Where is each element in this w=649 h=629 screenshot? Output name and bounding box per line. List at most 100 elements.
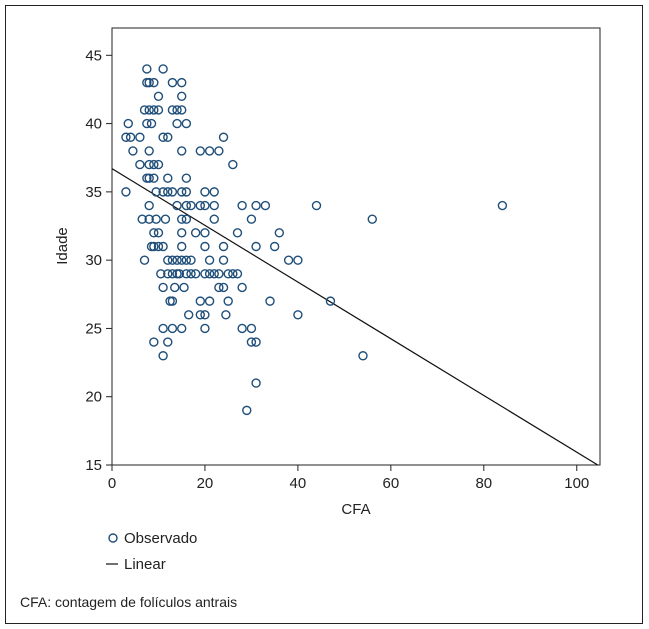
data-point [228, 159, 238, 170]
data-point [153, 241, 164, 252]
x-axis-label: CFA [341, 501, 370, 518]
data-point [142, 64, 152, 74]
data-point [181, 214, 192, 224]
data-point [158, 282, 168, 293]
linear-fit-line [112, 168, 599, 465]
figure-frame [5, 5, 643, 624]
data-point [163, 337, 173, 347]
x-tick-label: 40 [290, 475, 307, 492]
data-point [177, 105, 187, 115]
data-point [135, 132, 145, 142]
data-point [128, 146, 138, 156]
data-point [246, 323, 257, 334]
x-tick-label: 20 [197, 475, 214, 492]
y-axis: 15 20 25 30 35 40 45 [85, 47, 112, 474]
data-point [177, 91, 187, 101]
data-point [200, 228, 210, 238]
data-point [246, 214, 257, 224]
data-point [200, 323, 210, 334]
x-tick-label: 80 [475, 475, 492, 492]
data-point [311, 200, 322, 211]
data-point [167, 269, 178, 279]
data-point [181, 187, 192, 197]
y-tick-label: 20 [85, 389, 102, 406]
legend-observado-label: Observado [124, 530, 197, 547]
data-point [144, 159, 154, 170]
y-tick-label: 40 [85, 116, 102, 133]
legend: Observado Linear [106, 530, 197, 573]
data-point [232, 269, 243, 279]
data-point [135, 159, 145, 170]
data-point [167, 187, 178, 197]
y-axis-label: Idade [54, 227, 71, 265]
data-point [195, 296, 206, 306]
data-point [144, 173, 154, 183]
data-point [139, 255, 150, 265]
plot-area [111, 27, 601, 466]
data-point [158, 241, 168, 252]
data-point [167, 296, 178, 306]
data-point [177, 241, 187, 252]
data-point [190, 228, 201, 238]
data-point [158, 323, 168, 334]
data-point [121, 132, 131, 142]
data-point [181, 173, 192, 183]
data-point [177, 77, 187, 88]
data-point [139, 105, 150, 115]
data-point [144, 200, 154, 211]
data-point [358, 351, 368, 361]
data-point [246, 337, 257, 347]
data-point [237, 200, 247, 211]
data-point [163, 173, 173, 183]
y-tick-label: 15 [85, 457, 102, 474]
data-point [153, 91, 164, 101]
data-point [200, 241, 210, 252]
data-point [181, 118, 192, 129]
data-point [367, 214, 377, 224]
data-point [251, 378, 261, 388]
data-point [209, 200, 219, 211]
data-point [153, 105, 164, 115]
data-point [163, 255, 173, 265]
data-point [251, 337, 261, 347]
data-point [251, 241, 261, 252]
data-point [167, 323, 178, 334]
data-point [151, 187, 161, 197]
y-tick-label: 30 [85, 252, 102, 269]
data-point [149, 77, 159, 88]
data-point [172, 255, 182, 265]
data-point [163, 132, 173, 142]
data-point [218, 282, 229, 293]
data-point [181, 269, 192, 279]
data-point [260, 200, 271, 211]
y-tick-label: 45 [85, 47, 102, 64]
data-point [153, 159, 164, 170]
data-point [177, 146, 187, 156]
data-point [200, 310, 210, 320]
data-point [144, 214, 154, 224]
data-point [172, 200, 182, 211]
data-point [214, 269, 224, 279]
data-point [177, 255, 187, 265]
data-point [153, 228, 164, 238]
data-point [190, 269, 201, 279]
data-point [283, 255, 294, 265]
data-point [218, 255, 229, 265]
data-point [497, 200, 508, 211]
data-point [163, 269, 173, 279]
data-point [251, 200, 261, 211]
regression-line-layer [112, 168, 599, 465]
data-point [269, 241, 280, 252]
data-point [195, 146, 206, 156]
data-point [181, 200, 192, 211]
data-point [204, 255, 215, 265]
data-point [183, 310, 194, 320]
data-point [218, 241, 229, 252]
data-point [125, 132, 136, 142]
data-point [325, 296, 336, 306]
data-point [167, 255, 178, 265]
data-point [137, 214, 147, 224]
data-point [293, 310, 303, 320]
data-point [167, 105, 178, 115]
